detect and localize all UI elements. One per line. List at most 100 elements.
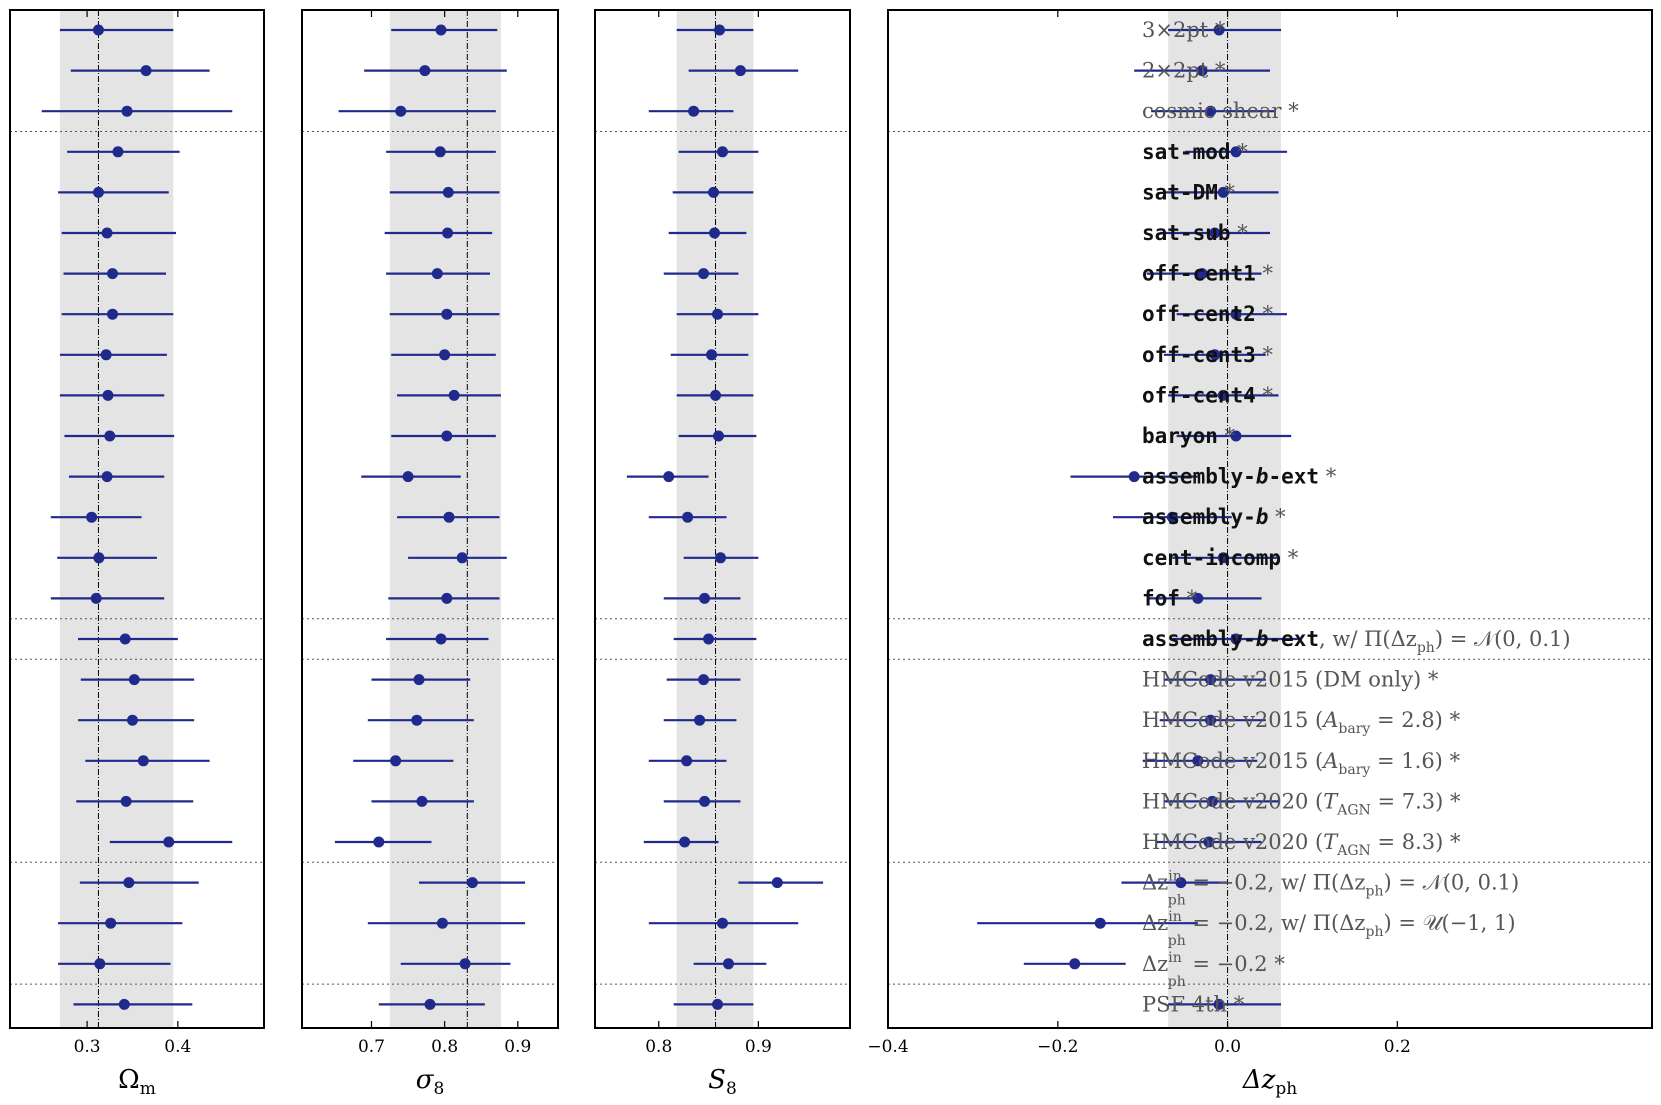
data-point <box>1205 714 1217 726</box>
data-point <box>1196 65 1208 77</box>
data-point <box>120 795 132 807</box>
row-label: sat-sub * <box>1142 221 1248 245</box>
row-label: 2×2pt * <box>1142 59 1226 83</box>
data-point <box>395 105 407 117</box>
data-point <box>1175 877 1187 889</box>
axis-label-S8: S8 <box>708 1065 737 1099</box>
data-point <box>1217 552 1229 564</box>
x-tick-label: 0.0 <box>1214 1037 1241 1057</box>
panel-s8: 0.7 0.8 0.9 σ8 <box>301 9 559 1099</box>
data-point <box>436 917 448 929</box>
row-label: sat-mod * <box>1142 140 1248 164</box>
data-point <box>92 24 104 36</box>
data-point <box>434 146 446 158</box>
data-point <box>722 958 734 970</box>
data-point <box>105 917 117 929</box>
row-label: off-cent4 * <box>1142 383 1273 407</box>
data-point <box>682 511 694 523</box>
data-point <box>713 430 725 442</box>
axes-frame-dz <box>887 9 1653 1029</box>
data-point <box>123 877 135 889</box>
data-point <box>679 836 691 848</box>
data-point <box>703 633 715 645</box>
row-label: 3×2pt * <box>1142 18 1226 42</box>
x-tick-label: −0.2 <box>1037 1037 1078 1057</box>
data-point <box>715 552 727 564</box>
data-point <box>107 268 119 280</box>
data-point <box>112 146 124 158</box>
data-point <box>119 633 131 645</box>
data-point <box>442 186 454 198</box>
data-point <box>1206 795 1218 807</box>
data-point <box>709 227 721 239</box>
x-tick-label: 0.9 <box>504 1037 531 1057</box>
data-point <box>442 227 454 239</box>
axis-label-s8: σ8 <box>416 1065 445 1099</box>
data-point <box>390 755 402 767</box>
row-label: off-cent3 * <box>1142 343 1273 367</box>
data-point <box>466 877 478 889</box>
x-tick-label: 0.7 <box>358 1037 385 1057</box>
row-label: cent-incomp * <box>1142 546 1299 570</box>
fiducial-band-dz <box>1168 10 1282 1028</box>
data-point <box>1203 836 1215 848</box>
data-point <box>1128 471 1140 483</box>
data-point <box>1205 674 1217 686</box>
data-point <box>681 755 693 767</box>
panel-S8: 0.8 0.9 S8 <box>594 9 851 1099</box>
panel-dz: −0.4 −0.2 0.0 0.2 Δzph <box>867 9 1653 1099</box>
data-point <box>441 592 453 604</box>
data-point <box>698 268 710 280</box>
row-label: off-cent2 * <box>1142 302 1273 326</box>
data-point <box>86 511 98 523</box>
row-label: off-cent1 * <box>1142 262 1273 286</box>
data-point <box>137 755 149 767</box>
data-point <box>699 592 711 604</box>
row-label: cosmic shear * <box>1142 99 1299 123</box>
data-point <box>717 917 728 929</box>
data-point <box>431 268 443 280</box>
data-point <box>771 877 783 889</box>
data-point <box>107 308 119 320</box>
data-point <box>694 714 706 726</box>
data-point <box>128 674 140 686</box>
axes-frame-om <box>9 9 265 1029</box>
data-point <box>1217 389 1229 401</box>
data-point <box>1217 186 1229 198</box>
x-tick-label: −0.4 <box>867 1037 908 1057</box>
data-point <box>443 511 455 523</box>
data-point <box>1230 146 1242 158</box>
data-point <box>698 674 710 686</box>
x-tick-label: 0.3 <box>74 1037 101 1057</box>
data-point <box>699 795 711 807</box>
data-point <box>413 674 425 686</box>
data-point <box>424 998 436 1010</box>
row-label: fof * <box>1142 586 1198 610</box>
data-point <box>1196 268 1208 280</box>
row-label: PSF 4th * <box>1142 992 1245 1016</box>
data-point <box>1213 24 1225 36</box>
data-point <box>163 836 175 848</box>
axes-frame-s8 <box>301 9 559 1029</box>
row-label: sat-DM * <box>1142 180 1236 204</box>
row-label: Δzin ph = −0.2, w/ Π(Δzph) = 𝒩(0, 0.1) <box>1142 869 1519 909</box>
data-point <box>92 186 104 198</box>
data-point <box>688 105 700 117</box>
data-point <box>708 186 720 198</box>
data-point <box>94 958 106 970</box>
data-point <box>714 24 726 36</box>
data-point <box>456 552 468 564</box>
data-point <box>102 389 114 401</box>
row-label: HMCode v2015 (DM only) * <box>1142 668 1439 692</box>
data-point <box>712 308 724 320</box>
row-label: HMCode v2020 (TAGN = 7.3) * <box>1142 789 1461 818</box>
row-label: HMCode v2020 (TAGN = 8.3) * <box>1142 830 1461 859</box>
data-point <box>1094 917 1106 929</box>
data-point <box>710 389 722 401</box>
data-point <box>90 592 102 604</box>
data-point <box>448 389 460 401</box>
data-point <box>1192 592 1204 604</box>
data-point <box>121 105 133 117</box>
data-point <box>1230 430 1242 442</box>
